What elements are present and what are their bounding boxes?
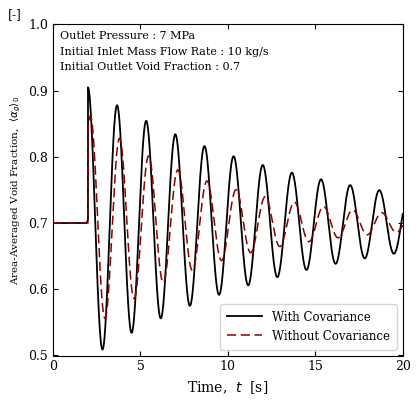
Without Covariance: [273, 234, 278, 238]
With Covariance: [273, 269, 278, 274]
With Covariance: [68, 221, 73, 225]
Text: [-]: [-]: [8, 8, 21, 21]
Without Covariance: [51, 221, 56, 225]
Legend: With Covariance, Without Covariance: With Covariance, Without Covariance: [220, 303, 397, 349]
Without Covariance: [328, 221, 334, 226]
With Covariance: [258, 173, 263, 177]
With Covariance: [328, 243, 334, 248]
Y-axis label: Area-Averaged Void Fraction,  $\langle\alpha_g\rangle_0$: Area-Averaged Void Fraction, $\langle\al…: [8, 95, 23, 284]
With Covariance: [177, 168, 182, 173]
With Covariance: [51, 221, 56, 225]
Without Covariance: [310, 234, 315, 239]
Without Covariance: [68, 221, 73, 225]
With Covariance: [400, 212, 405, 217]
Without Covariance: [88, 114, 93, 118]
With Covariance: [85, 85, 91, 90]
With Covariance: [100, 347, 105, 352]
Line: Without Covariance: Without Covariance: [53, 116, 403, 318]
Without Covariance: [400, 223, 405, 227]
Text: Outlet Pressure : 7 MPa
Initial Inlet Mass Flow Rate : 10 kg/s
Initial Outlet Vo: Outlet Pressure : 7 MPa Initial Inlet Ma…: [60, 31, 269, 72]
Without Covariance: [258, 210, 263, 215]
X-axis label: Time,  $t$  [s]: Time, $t$ [s]: [187, 379, 269, 396]
Without Covariance: [103, 316, 108, 321]
Without Covariance: [177, 172, 182, 177]
Line: With Covariance: With Covariance: [53, 87, 403, 349]
With Covariance: [310, 235, 315, 240]
